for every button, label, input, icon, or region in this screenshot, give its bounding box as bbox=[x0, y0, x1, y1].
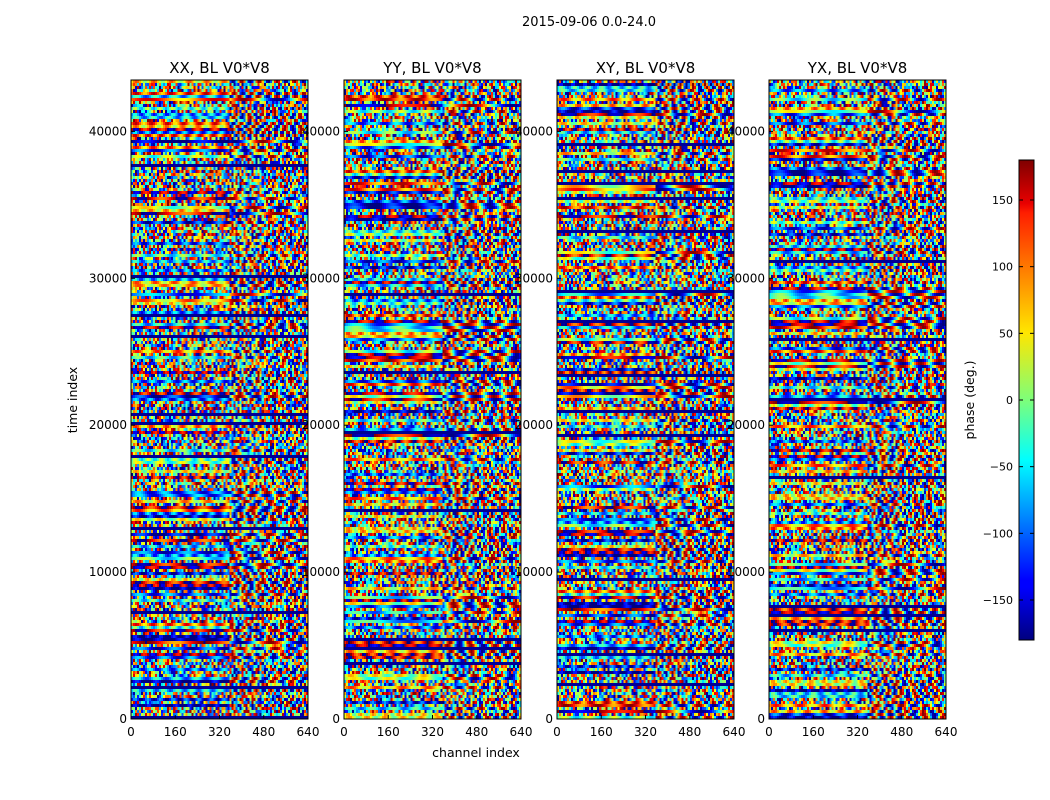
colorbar-tick-label: 150 bbox=[992, 194, 1013, 207]
colorbar-label: phase (deg.) bbox=[962, 361, 977, 440]
colorbar-tick-label: −50 bbox=[990, 461, 1013, 474]
x-tick-label: 480 bbox=[678, 725, 701, 739]
figure-title: 2015-09-06 0.0-24.0 bbox=[522, 15, 656, 30]
y-tick-label: 20000 bbox=[727, 418, 765, 432]
x-tick-label: 320 bbox=[634, 725, 657, 739]
panels-group: XX, BL V0*V8 0 160 320 480 640 0 10000 20000 3000… bbox=[89, 59, 958, 739]
y-tick-label: 40000 bbox=[89, 124, 127, 138]
heatmap-image bbox=[344, 80, 521, 719]
y-tick-label: 40000 bbox=[515, 124, 553, 138]
x-tick-label: 640 bbox=[723, 725, 746, 739]
x-tick-label: 480 bbox=[465, 725, 488, 739]
colorbar-tick-label: 50 bbox=[999, 327, 1013, 340]
x-tick-label: 320 bbox=[421, 725, 444, 739]
y-tick-label: 30000 bbox=[89, 271, 127, 285]
x-tick-label: 0 bbox=[553, 725, 561, 739]
colorbar-tick-label: −150 bbox=[983, 594, 1013, 607]
x-tick-label: 0 bbox=[765, 725, 773, 739]
panel-title: YY, BL V0*V8 bbox=[382, 59, 481, 77]
y-tick-label: 0 bbox=[332, 712, 340, 726]
x-tick-label: 160 bbox=[377, 725, 400, 739]
colorbar-tick-label: 0 bbox=[1006, 394, 1013, 407]
x-tick-label: 480 bbox=[252, 725, 275, 739]
x-tick-label: 160 bbox=[164, 725, 187, 739]
x-tick-label: 480 bbox=[890, 725, 913, 739]
y-tick-label: 40000 bbox=[302, 124, 340, 138]
y-tick-label: 0 bbox=[757, 712, 765, 726]
y-tick-label: 10000 bbox=[727, 565, 765, 579]
y-tick-label: 0 bbox=[545, 712, 553, 726]
panel-4: YX, BL V0*V8 0 160 320 480 640 0 10000 20000 3000… bbox=[727, 59, 958, 739]
y-tick-label: 20000 bbox=[302, 418, 340, 432]
heatmap-image bbox=[557, 80, 734, 719]
y-tick-label: 30000 bbox=[515, 271, 553, 285]
panel-title: YX, BL V0*V8 bbox=[807, 59, 908, 77]
x-tick-label: 0 bbox=[340, 725, 348, 739]
y-tick-label: 10000 bbox=[89, 565, 127, 579]
panel-title: XX, BL V0*V8 bbox=[169, 59, 270, 77]
colorbar-tick-label: −100 bbox=[983, 527, 1013, 540]
y-tick-label: 20000 bbox=[89, 418, 127, 432]
y-tick-label: 30000 bbox=[727, 271, 765, 285]
y-tick-label: 10000 bbox=[515, 565, 553, 579]
heatmap-image bbox=[769, 80, 946, 719]
colorbar-ticks: 150 100 50 0 −50 −100 −150 bbox=[983, 194, 1034, 607]
x-axis-label: channel index bbox=[432, 745, 520, 760]
y-axis-label: time index bbox=[65, 367, 80, 433]
panel-3: XY, BL V0*V8 0 160 320 480 640 0 10000 20000 3000… bbox=[515, 59, 746, 739]
heatmap-image bbox=[131, 80, 308, 719]
y-tick-label: 30000 bbox=[302, 271, 340, 285]
x-tick-label: 320 bbox=[208, 725, 231, 739]
x-tick-label: 160 bbox=[802, 725, 825, 739]
panel-title: XY, BL V0*V8 bbox=[596, 59, 696, 77]
panel-2: YY, BL V0*V8 0 160 320 480 640 0 10000 20000 3000… bbox=[302, 59, 533, 739]
x-tick-label: 160 bbox=[590, 725, 613, 739]
y-tick-label: 20000 bbox=[515, 418, 553, 432]
x-tick-label: 640 bbox=[935, 725, 958, 739]
x-tick-label: 640 bbox=[510, 725, 533, 739]
y-tick-label: 10000 bbox=[302, 565, 340, 579]
x-tick-label: 0 bbox=[127, 725, 135, 739]
y-tick-label: 0 bbox=[119, 712, 127, 726]
y-tick-label: 40000 bbox=[727, 124, 765, 138]
x-tick-label: 320 bbox=[846, 725, 869, 739]
colorbar: 150 100 50 0 −50 −100 −150 phase (deg.) bbox=[962, 159, 1035, 641]
x-tick-label: 640 bbox=[297, 725, 320, 739]
colorbar-tick-label: 100 bbox=[992, 261, 1013, 274]
panel-1: XX, BL V0*V8 0 160 320 480 640 0 10000 20000 3000… bbox=[89, 59, 320, 739]
